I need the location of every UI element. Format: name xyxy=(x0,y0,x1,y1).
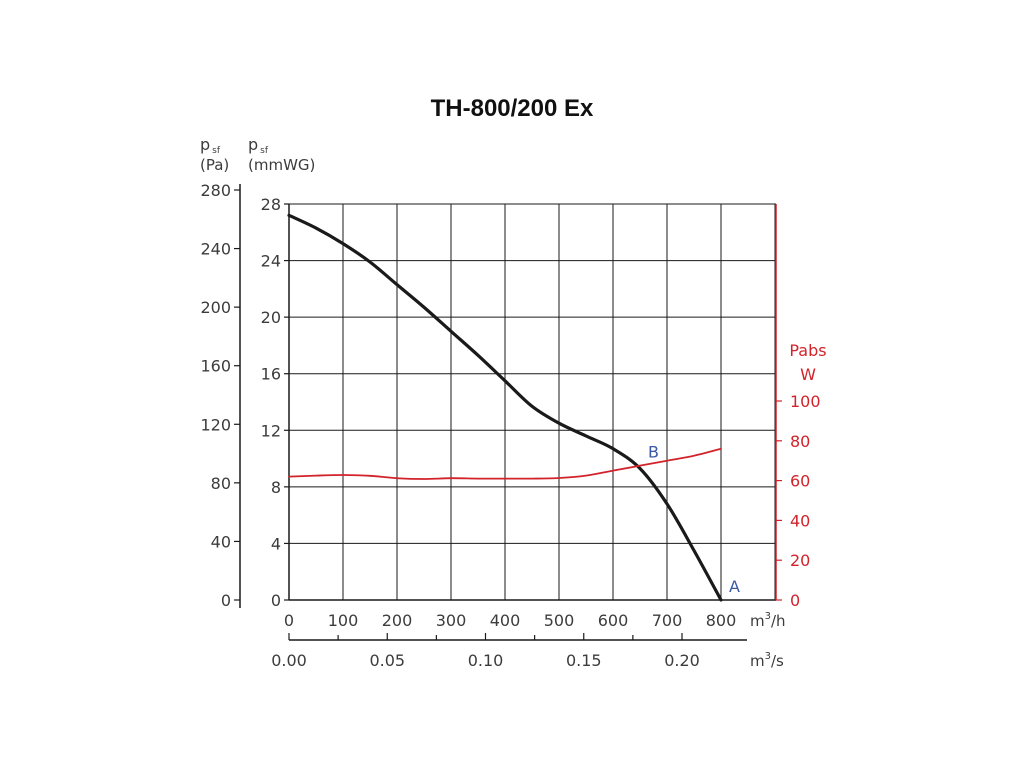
secondary-x-tick-label: 0.20 xyxy=(664,651,700,670)
series-layer xyxy=(287,213,723,602)
x-tick-label: 400 xyxy=(490,611,521,630)
secondary-x-unit-label: m3/s xyxy=(750,651,784,670)
right-y-tick-label: 20 xyxy=(790,551,810,570)
axes xyxy=(234,184,782,641)
outer-y-tick-label: 0 xyxy=(221,591,231,610)
right-y-unit: W xyxy=(800,365,816,384)
outer-y-tick-label: 200 xyxy=(200,298,231,317)
right-y-tick-label: 60 xyxy=(790,472,810,491)
right-y-tick-label: 100 xyxy=(790,392,821,411)
x-tick-label: 600 xyxy=(598,611,629,630)
x-tick-label: 200 xyxy=(382,611,413,630)
x-tick-label: 700 xyxy=(652,611,683,630)
inner-y-tick-label: 8 xyxy=(271,478,281,497)
outer-y-tick-label: 160 xyxy=(200,357,231,376)
secondary-x-tick-label: 0.15 xyxy=(566,651,602,670)
annotation-b: B xyxy=(648,443,659,462)
power-curve-line xyxy=(288,447,722,480)
outer-y-tick-label: 80 xyxy=(211,474,231,493)
outer-y-label: p sf xyxy=(200,135,221,156)
secondary-x-tick-label: 0.00 xyxy=(271,651,307,670)
pressure-curve-line xyxy=(287,213,723,602)
inner-y-tick-label: 4 xyxy=(271,534,281,553)
inner-y-tick-label: 16 xyxy=(261,365,281,384)
inner-y-tick-label: 12 xyxy=(261,421,281,440)
inner-y-tick-label: 24 xyxy=(261,252,281,271)
outer-y-tick-label: 240 xyxy=(200,240,231,259)
inner-y-label: p sf xyxy=(248,135,269,156)
right-y-label: Pabs xyxy=(789,341,826,360)
outer-y-tick-label: 40 xyxy=(211,532,231,551)
x-tick-label: 800 xyxy=(706,611,737,630)
secondary-x-tick-label: 0.10 xyxy=(468,651,504,670)
outer-y-tick-label: 120 xyxy=(200,415,231,434)
right-y-tick-label: 80 xyxy=(790,432,810,451)
inner-y-tick-label: 20 xyxy=(261,308,281,327)
outer-y-tick-label: 280 xyxy=(200,181,231,200)
right-y-tick-label: 0 xyxy=(790,591,800,610)
x-unit-label: m3/h xyxy=(750,611,786,630)
inner-y-tick-label: 0 xyxy=(271,591,281,610)
inner-y-tick-label: 28 xyxy=(261,195,281,214)
annotation-a: A xyxy=(729,577,740,596)
chart-title: TH-800/200 Ex xyxy=(431,95,594,122)
inner-y-unit: (mmWG) xyxy=(248,156,315,174)
right-y-tick-label: 40 xyxy=(790,511,810,530)
grid xyxy=(288,203,776,601)
outer-y-unit: (Pa) xyxy=(200,156,229,174)
secondary-x-tick-label: 0.05 xyxy=(369,651,405,670)
x-tick-label: 500 xyxy=(544,611,575,630)
x-tick-label: 0 xyxy=(284,611,294,630)
x-tick-label: 100 xyxy=(328,611,359,630)
x-tick-label: 300 xyxy=(436,611,467,630)
